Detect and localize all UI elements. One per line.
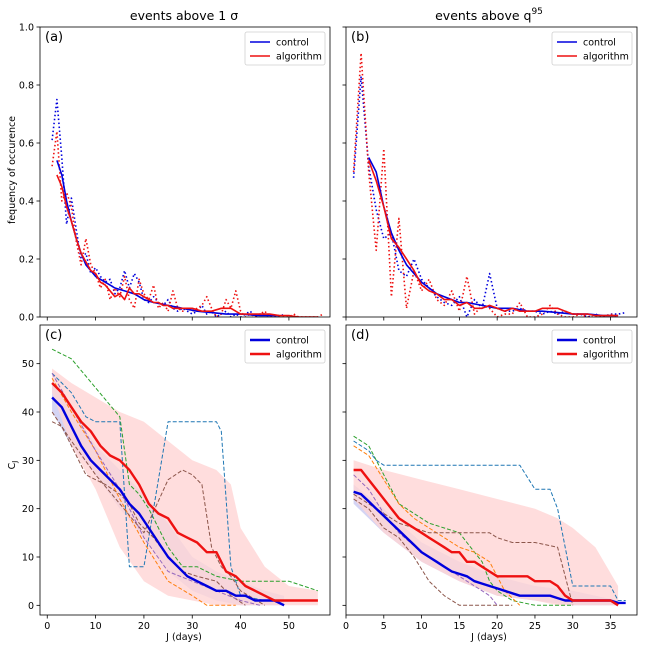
algorithm-mean-line: [51, 382, 318, 602]
axes-frame: [39, 324, 331, 616]
x-tick-label: 15: [453, 621, 465, 632]
algorithm-spread-band: [353, 460, 619, 606]
member-dashed-line: [353, 474, 498, 606]
y-tick-label: 1.0: [19, 23, 34, 34]
legend-label-control: control: [583, 336, 616, 347]
y-tick-label: 30: [22, 456, 34, 467]
y-axis-label-frequency: fequency of occurence: [7, 116, 18, 224]
member-dashed-line: [51, 373, 261, 606]
panel-1: (b) control algorithm: [342, 26, 638, 321]
algorithm-mean-line: [367, 160, 619, 317]
legend-label-control: control: [276, 336, 309, 347]
x-tick-label: 40: [235, 621, 247, 632]
x-tick-label: 0: [44, 621, 50, 632]
plot-area: [352, 52, 626, 317]
algorithm-mean-line: [56, 174, 318, 317]
panel-0: 0.0 0.2 0.4 0.6 0.8 1.0 (a) control algorithm: [19, 23, 331, 324]
legend-label-control: control: [276, 38, 309, 49]
x-tick-label: 30: [186, 621, 198, 632]
legend-label-algorithm: algorithm: [583, 350, 629, 361]
member-dashed-line: [353, 435, 573, 606]
x-tick-label: 10: [90, 621, 102, 632]
y-tick-label: 40: [22, 408, 34, 419]
y-tick-label: 0: [28, 601, 34, 612]
panel-label: (d): [351, 328, 369, 343]
control-daily-dotted-line: [51, 98, 285, 317]
x-tick-label: 35: [604, 621, 616, 632]
legend-label-algorithm: algorithm: [276, 52, 322, 63]
y-tick-label: 50: [22, 359, 34, 370]
member-dashed-line: [51, 411, 266, 606]
axes-frame: [345, 324, 638, 616]
panel-label: (b): [351, 30, 369, 45]
x-tick-label: 0: [343, 621, 349, 632]
member-dashed-line: [353, 440, 626, 601]
panel-label: (a): [45, 30, 63, 45]
x-tick-label: 20: [138, 621, 150, 632]
member-dashed-line: [353, 493, 574, 606]
axes-frame: [345, 26, 638, 318]
legend-label-control: control: [583, 38, 616, 49]
control-mean-line: [56, 160, 280, 317]
plot-area: [51, 348, 319, 607]
y-tick-label: 0.0: [19, 313, 34, 324]
y-tick-label: 0.8: [19, 81, 34, 92]
y-tick-label: 10: [22, 553, 34, 564]
y-axis-label-cj: CJ: [7, 461, 19, 470]
member-dashed-line: [51, 377, 236, 606]
x-tick-label: 50: [283, 621, 295, 632]
member-dashed-line: [51, 421, 246, 606]
plot-area: [51, 98, 324, 317]
y-tick-label: 20: [22, 504, 34, 515]
x-axis-label-left: J (days): [165, 632, 202, 643]
legend-label-algorithm: algorithm: [583, 52, 629, 63]
y-tick-label: 0.4: [19, 197, 34, 208]
panel-2: 0 10 20 30 40 50 0 10 20 30 40 50 (c) control algorith…: [22, 324, 331, 632]
member-dashed-line: [353, 498, 513, 606]
panel-label: (c): [45, 328, 62, 343]
x-tick-label: 5: [381, 621, 387, 632]
legend-label-algorithm: algorithm: [276, 350, 322, 361]
column-title-q95: events above q95: [435, 7, 543, 23]
control-mean-line: [367, 157, 619, 317]
panel-3: 0 5 10 15 20 25 30 35 (d) control algorithm: [342, 324, 638, 632]
control-mean-line: [51, 396, 285, 607]
x-tick-label: 10: [416, 621, 428, 632]
y-tick-label: 0.2: [19, 255, 34, 266]
axes-frame: [39, 26, 331, 318]
algorithm-mean-line: [353, 468, 619, 607]
x-axis-label-right: J (days): [470, 632, 507, 643]
algorithm-daily-dotted-line: [352, 52, 619, 317]
x-tick-label: 25: [529, 621, 541, 632]
algorithm-spread-band: [52, 368, 318, 606]
control-daily-dotted-line: [352, 75, 626, 317]
plot-area: [353, 435, 626, 607]
x-tick-label: 20: [491, 621, 503, 632]
column-title-sigma: events above 1 σ: [130, 8, 238, 23]
algorithm-daily-dotted-line: [51, 130, 324, 317]
y-tick-label: 0.6: [19, 139, 34, 150]
x-tick-label: 30: [567, 621, 579, 632]
